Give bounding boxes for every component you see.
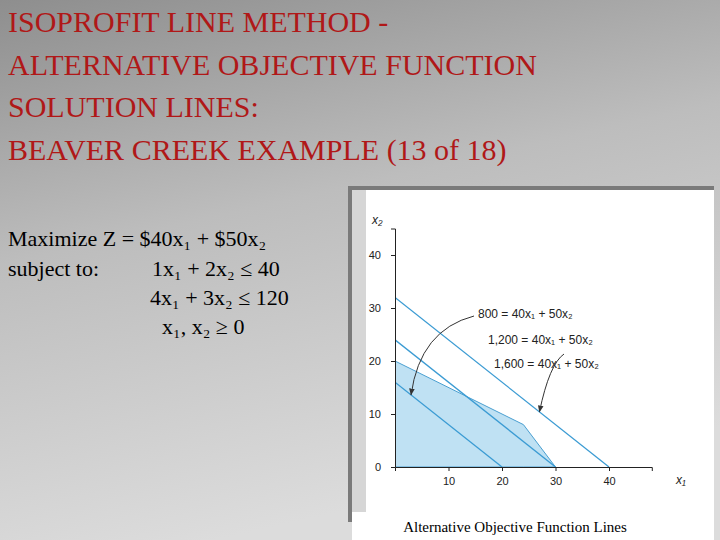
plot-area [395,297,609,467]
y-axis-title: x₂ [371,213,383,227]
tick-label: 40 [603,475,615,487]
tick-mark [391,414,395,415]
tick-label: 40 [369,249,381,261]
tick: 10 [369,408,395,420]
formulation-line: x₁, x₂ ≥ 0 [162,314,244,339]
chart-title: Alternative Objective Function Lines [403,519,627,535]
x-axis-title: x₁ [675,473,686,487]
slide-title: SOLUTION LINES: [8,90,259,123]
tick: 0 [375,461,395,473]
tick-mark [556,467,557,471]
tick-label: 30 [369,302,381,314]
slide: ISOPROFIT LINE METHOD - ALTERNATIVE OBJEC… [0,0,720,540]
tick: 30 [369,302,395,314]
formulation-line: 1x₁ + 2x₂ ≤ 40 [152,256,280,281]
line-label: 1,200 = 40x₁ + 50x₂ [488,333,593,347]
y-axis: 0 10 20 30 40 [369,229,396,473]
feasible-area [395,361,556,467]
tick-mark [609,467,610,471]
tick: 40 [603,467,615,487]
tick-mark [502,467,503,471]
slide-title: ISOPROFIT LINE METHOD - [8,5,388,38]
tick-label: 20 [369,355,381,367]
formulation-line: subject to: [8,256,99,281]
label-arrow [539,354,564,412]
figure-edge [352,190,366,512]
tick-mark [391,255,395,256]
axis-line [396,468,653,472]
tick-mark [391,361,395,362]
tick: 20 [496,467,508,487]
slide-title: ALTERNATIVE OBJECTIVE FUNCTION [8,48,537,81]
x-axis: 10 20 30 40 [396,467,653,487]
figure-box [352,190,714,540]
line-label: 800 = 40x₁ + 50x₂ [478,307,573,321]
formulation-line: Maximize Z = $40x₁ + $50x₂ [8,226,266,251]
tick-label: 0 [375,461,381,473]
tick-label: 20 [496,475,508,487]
line-label: 1,600 = 40x₁ + 50x₂ [494,357,599,371]
tick-mark [391,467,395,468]
tick-mark [449,467,450,471]
tick-mark [391,308,395,309]
tick-label: 30 [550,475,562,487]
formulation-line: 4x₁ + 3x₂ ≤ 120 [150,285,289,310]
tick-label: 10 [443,475,455,487]
background [0,0,720,540]
tick: 40 [369,249,395,261]
tick: 20 [369,355,395,367]
label-arrow [411,316,474,395]
tick-label: 10 [369,408,381,420]
tick: 30 [550,467,562,487]
axis-line [391,229,396,468]
isoprofit-line [395,297,609,467]
slide-title: BEAVER CREEK EXAMPLE (13 of 18) [8,133,507,167]
tick: 10 [443,467,455,487]
